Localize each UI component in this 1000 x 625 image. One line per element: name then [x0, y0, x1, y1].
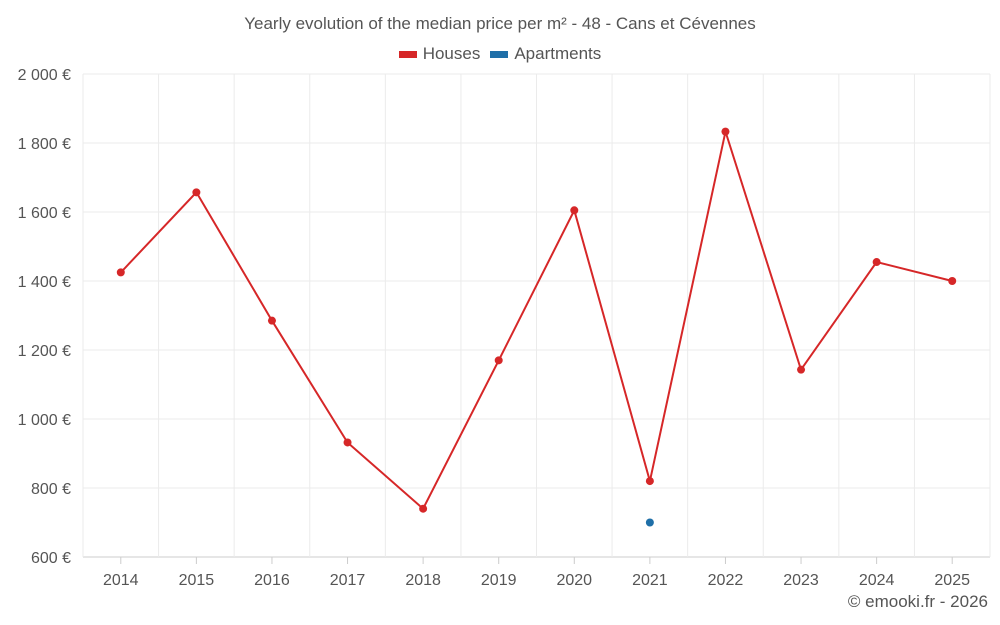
- legend-item-houses[interactable]: Houses: [398, 44, 481, 64]
- x-tick-label: 2022: [708, 572, 744, 589]
- data-point-houses: [721, 127, 730, 136]
- x-tick-label: 2018: [405, 572, 441, 589]
- series-line-houses: [120, 127, 953, 511]
- data-point-houses: [494, 356, 503, 365]
- y-tick-label: 1 800 €: [18, 136, 71, 153]
- data-point-houses: [116, 268, 125, 277]
- y-tick-label: 2 000 €: [18, 67, 71, 84]
- y-tick-label: 1 000 €: [18, 412, 71, 429]
- legend-label-apartments: Apartments: [514, 44, 602, 63]
- legend-swatch-houses: [398, 50, 417, 58]
- credit-text: © emooki.fr - 2026: [847, 592, 988, 611]
- x-tick-label: 2016: [254, 572, 290, 589]
- x-tick-label: 2023: [783, 572, 819, 589]
- data-point-houses: [343, 438, 352, 447]
- data-point-houses: [192, 188, 201, 197]
- x-tick-label: 2021: [632, 572, 668, 589]
- legend-item-apartments[interactable]: Apartments: [490, 44, 601, 64]
- x-tick-label: 2025: [934, 572, 970, 589]
- data-point-houses: [872, 258, 881, 267]
- chart-title: Yearly evolution of the median price per…: [244, 14, 756, 33]
- data-point-houses: [797, 365, 806, 374]
- data-point-houses: [267, 316, 276, 325]
- x-tick-label: 2024: [859, 572, 895, 589]
- x-tick-label: 2020: [556, 572, 592, 589]
- data-point-houses: [645, 477, 654, 486]
- data-point-houses: [419, 504, 428, 513]
- chart-legend: Houses Apartments: [0, 44, 1000, 64]
- y-tick-label: 600 €: [31, 550, 71, 567]
- x-tick-label: 2017: [330, 572, 366, 589]
- legend-swatch-apartments: [490, 50, 509, 58]
- x-tick-label: 2014: [103, 572, 139, 589]
- y-tick-label: 1 400 €: [18, 274, 71, 291]
- data-point-houses: [948, 277, 957, 285]
- legend-label-houses: Houses: [422, 44, 481, 63]
- y-tick-label: 1 200 €: [18, 343, 71, 360]
- data-point-apartments: [645, 518, 654, 527]
- x-tick-label: 2019: [481, 572, 517, 589]
- data-point-houses: [570, 206, 579, 215]
- y-tick-label: 800 €: [31, 481, 71, 498]
- x-tick-label: 2015: [179, 572, 215, 589]
- y-tick-label: 1 600 €: [18, 205, 71, 222]
